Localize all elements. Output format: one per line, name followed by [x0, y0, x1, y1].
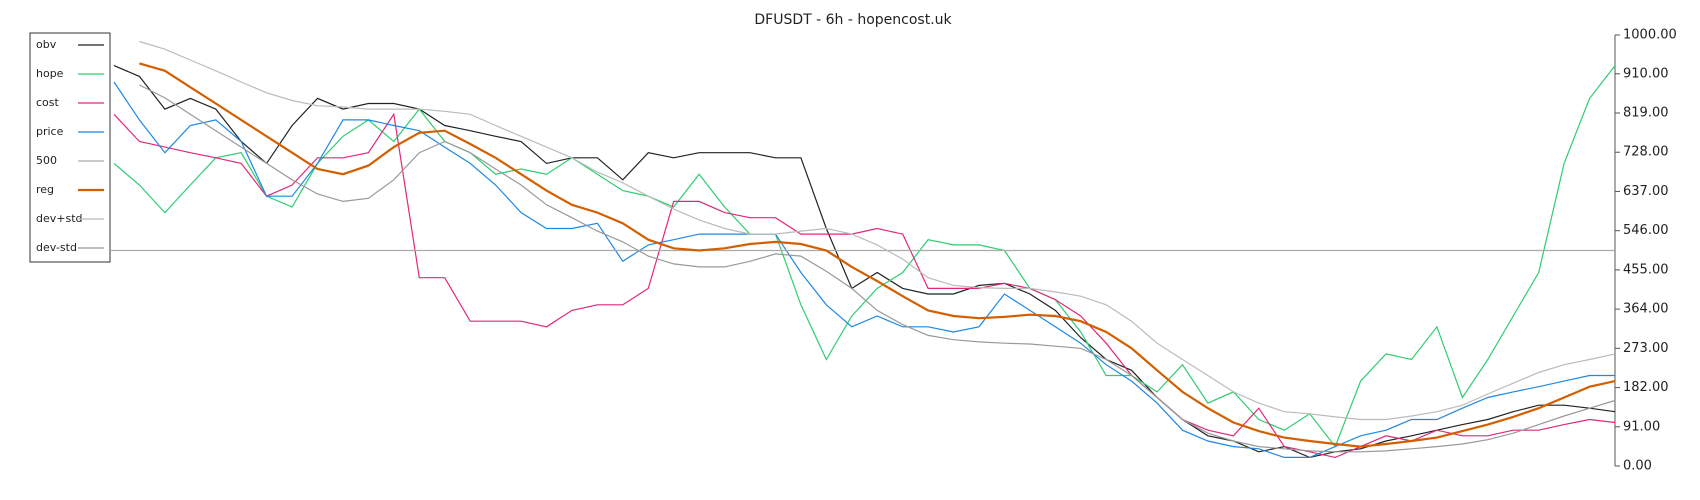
legend-label: reg	[36, 183, 54, 196]
y-tick-label: 546.00	[1623, 223, 1669, 238]
y-tick-label: 819.00	[1623, 106, 1669, 121]
series-line	[113, 65, 1616, 459]
legend-box	[29, 32, 111, 263]
legend-label: dev+std	[36, 212, 83, 225]
series-line	[113, 112, 1616, 459]
legend-label: hope	[36, 67, 64, 80]
y-tick-label: 455.00	[1623, 262, 1669, 277]
series-line	[139, 84, 1616, 453]
series-line	[113, 81, 1615, 458]
series-line	[113, 65, 1616, 448]
legend-label: 500	[36, 154, 57, 167]
y-tick-label: 637.00	[1623, 184, 1669, 199]
y-tick-label: 91.00	[1623, 419, 1660, 434]
y-tick-label: 273.00	[1623, 341, 1669, 356]
legend-label: cost	[36, 96, 60, 109]
y-tick-label: 0.00	[1623, 459, 1652, 474]
y-tick-label: 728.00	[1623, 145, 1669, 160]
legend-label: obv	[36, 38, 57, 51]
series-line	[139, 62, 1616, 448]
y-tick-label: 364.00	[1623, 302, 1669, 317]
y-tick-label: 910.00	[1623, 66, 1669, 81]
series-line	[139, 40, 1616, 421]
y-tick-label: 182.00	[1623, 380, 1669, 395]
legend-label: price	[36, 125, 64, 138]
y-tick-label: 1000.00	[1623, 28, 1677, 43]
chart-title: DFUSDT - 6h - hopencost.uk	[754, 12, 952, 28]
legend-label: dev-std	[36, 241, 77, 254]
